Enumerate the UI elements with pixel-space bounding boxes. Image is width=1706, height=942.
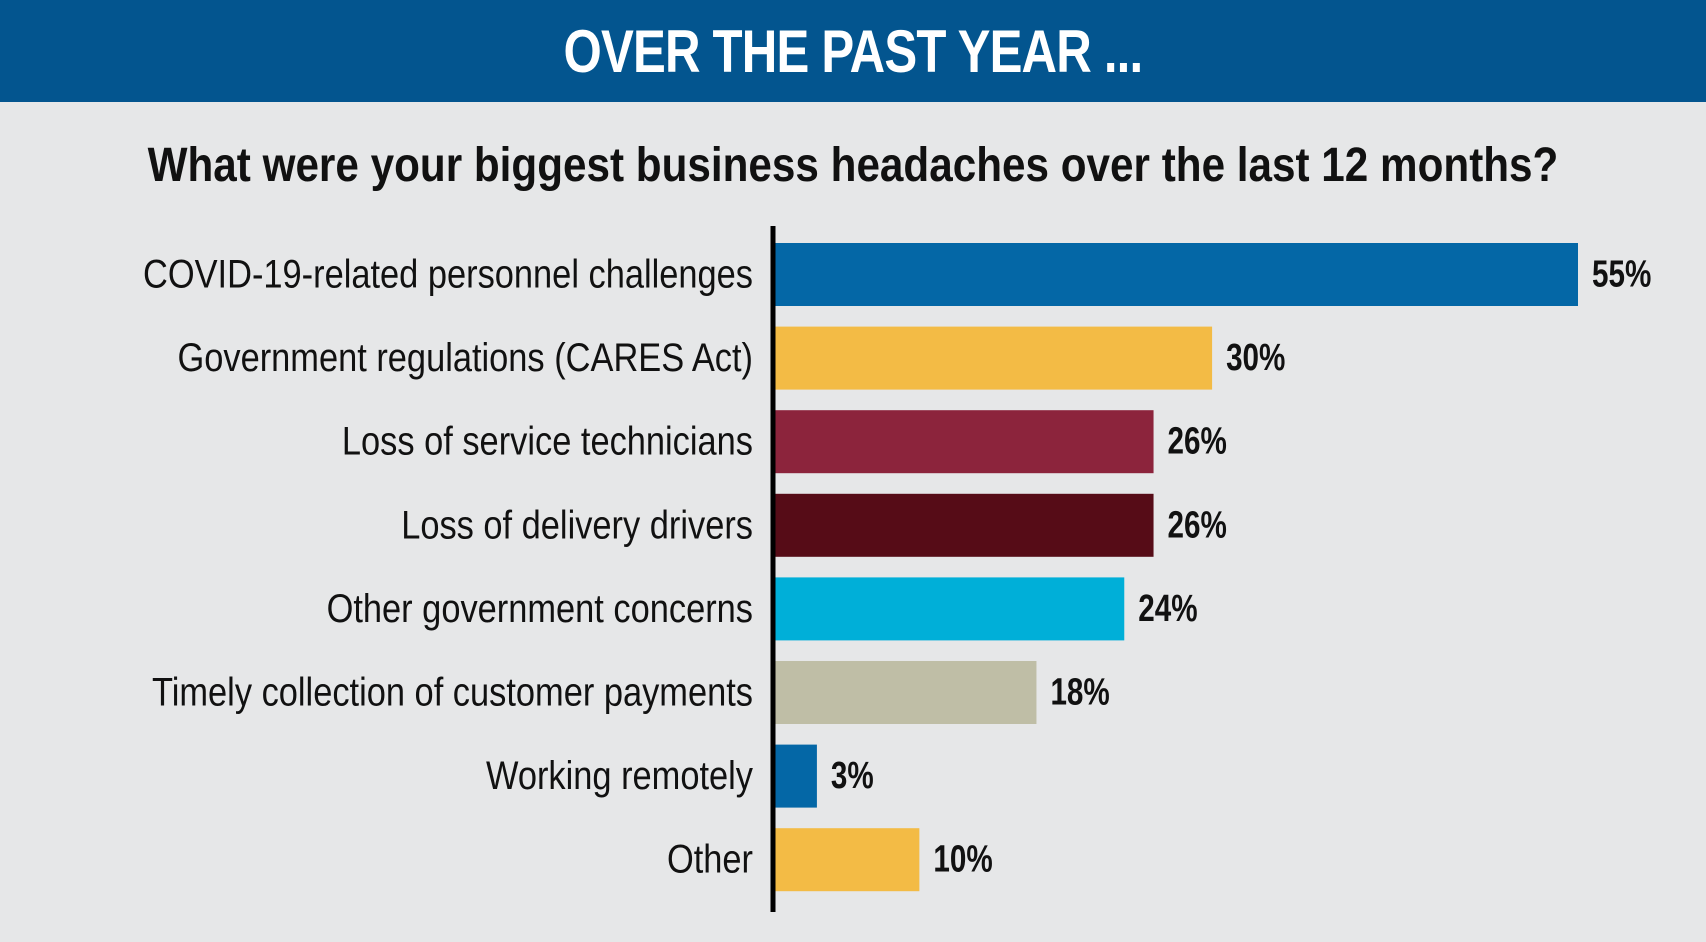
value-label-7: 3% [831, 755, 874, 797]
value-label-2: 30% [1226, 337, 1285, 379]
header-banner: OVER THE PAST YEAR ... [0, 0, 1706, 102]
category-label-6: Timely collection of customer payments [152, 671, 753, 715]
category-label-1: COVID-19-related personnel challenges [143, 253, 753, 297]
category-label-5: Other government concerns [327, 587, 753, 631]
bar-2 [773, 326, 1213, 390]
category-label-3: Loss of service technicians [342, 420, 753, 464]
category-label-2: Government regulations (CARES Act) [178, 336, 754, 380]
value-label-3: 26% [1168, 421, 1227, 463]
category-label-4: Loss of delivery drivers [401, 503, 753, 547]
value-label-6: 18% [1050, 672, 1109, 714]
bar-5 [773, 577, 1125, 641]
value-label-1: 55% [1592, 254, 1651, 296]
bar-8 [773, 828, 920, 892]
bar-7 [773, 744, 817, 808]
chart-title: What were your biggest business headache… [147, 139, 1559, 192]
banner-title: OVER THE PAST YEAR ... [563, 17, 1144, 85]
bar-1 [773, 243, 1578, 306]
value-label-4: 26% [1168, 504, 1227, 546]
category-label-7: Working remotely [486, 754, 753, 798]
value-label-8: 10% [933, 839, 992, 881]
category-label-8: Other [667, 838, 753, 882]
bar-4 [773, 493, 1154, 557]
bar-6 [773, 661, 1037, 724]
value-label-5: 24% [1138, 588, 1197, 630]
bar-3 [773, 410, 1154, 474]
